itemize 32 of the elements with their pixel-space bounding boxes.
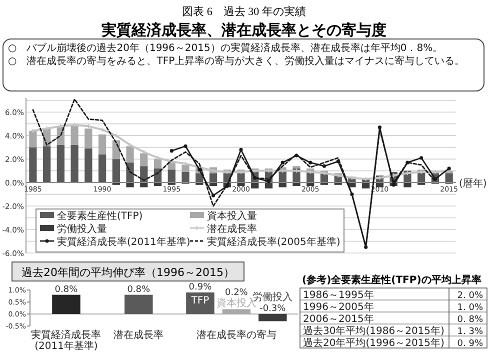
category-label: 過去30年平均(1986～2015年) [303,325,445,337]
legend-label: 実質経済成長率(2011年基準) [57,236,190,248]
category-label: 2006～2015年 [303,313,374,325]
chart-title: 実質経済成長率、潜在成長率とその寄与度 [100,21,386,39]
chart-title: 過去20年間の平均伸び率（1996～2015） [22,266,234,279]
data-label: -0.3% [260,304,286,314]
text: 0. 8% [457,315,483,325]
data-label: 0.2% [224,288,248,298]
x-tick-label: 潜在成長率の寄与 [196,329,276,341]
legend-label: 潜在成長率 [207,223,257,235]
legend-label: 実質経済成長率(2005年基準) [207,236,340,248]
data-label: 0.8% [127,284,151,295]
legend-label: 全要素生産性(TFP) [57,210,143,222]
text: (参考)全要素生産性(TFP)の平均上昇率 [302,274,482,286]
x-axis-title: (暦年) [459,178,487,190]
text: 2. 0% [457,291,483,301]
category-label: 1996～2005年 [303,301,374,313]
data-label: 0.9% [188,282,212,292]
category-label: 1986～1995年 [303,289,374,301]
text: ○ 潜在成長率の寄与をみると、TFP上昇率の寄与が大きく、労働投入量はマイナスに寄与している。 [8,55,466,68]
legend-label: 労働投入量 [57,223,107,235]
legend-label: 資本投入量 [207,210,257,222]
x-tick-label: 実質経済成長率(2011年基準) [31,329,102,352]
chart-subtitle: 図表 6 過去 30 年の実績 [182,5,306,18]
text: 0. 9% [457,339,483,349]
text: 1. 3% [457,327,483,337]
x-tick-label: 潜在成長率 [114,329,164,341]
data-label: 0.8% [54,284,78,295]
text: 1. 0% [457,303,483,313]
series-label: TFP [190,295,210,306]
category-label: 過去20年平均(1996～2015年) [303,337,445,349]
text: ○ バブル崩壊後の過去20年（1996～2015）の実質経済成長率、潜在成長率は年平均0．8%。 [8,42,444,55]
